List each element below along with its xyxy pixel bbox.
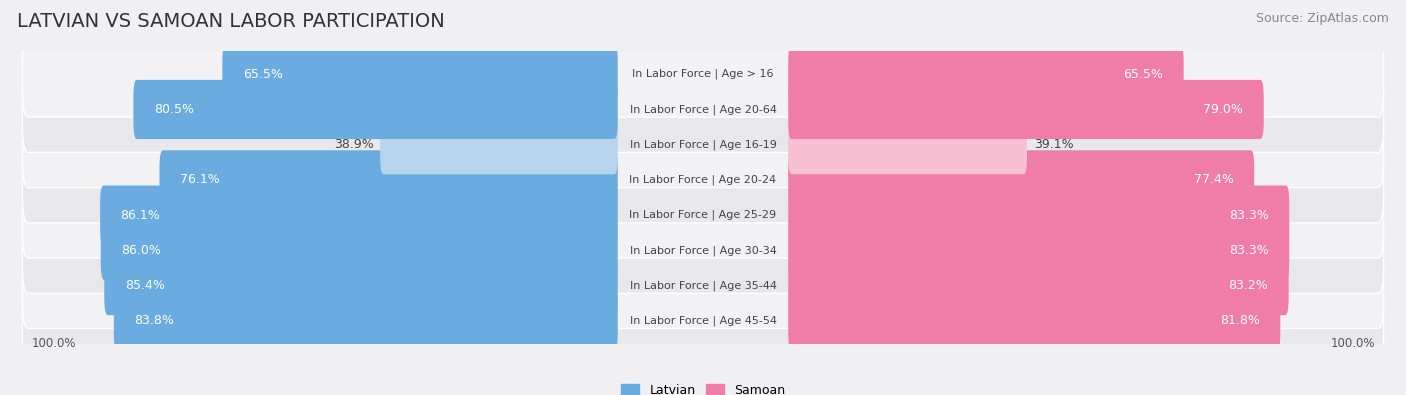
Text: 80.5%: 80.5% xyxy=(153,103,194,116)
Text: 81.8%: 81.8% xyxy=(1220,314,1260,327)
Text: 100.0%: 100.0% xyxy=(1330,337,1375,350)
FancyBboxPatch shape xyxy=(159,150,617,209)
FancyBboxPatch shape xyxy=(789,115,1026,174)
FancyBboxPatch shape xyxy=(22,172,1384,258)
Text: 77.4%: 77.4% xyxy=(1194,173,1234,186)
FancyBboxPatch shape xyxy=(222,45,617,104)
Text: 100.0%: 100.0% xyxy=(31,337,76,350)
Text: LATVIAN VS SAMOAN LABOR PARTICIPATION: LATVIAN VS SAMOAN LABOR PARTICIPATION xyxy=(17,12,444,31)
FancyBboxPatch shape xyxy=(22,243,1384,329)
FancyBboxPatch shape xyxy=(22,278,1384,364)
FancyBboxPatch shape xyxy=(789,80,1264,139)
Text: 83.3%: 83.3% xyxy=(1229,209,1268,222)
FancyBboxPatch shape xyxy=(22,137,1384,223)
FancyBboxPatch shape xyxy=(22,207,1384,293)
Text: 86.0%: 86.0% xyxy=(121,244,162,257)
Text: In Labor Force | Age 45-54: In Labor Force | Age 45-54 xyxy=(630,316,776,326)
Text: 65.5%: 65.5% xyxy=(1123,68,1163,81)
FancyBboxPatch shape xyxy=(114,291,617,350)
FancyBboxPatch shape xyxy=(104,256,617,315)
Text: In Labor Force | Age 16-19: In Labor Force | Age 16-19 xyxy=(630,139,776,150)
Text: 76.1%: 76.1% xyxy=(180,173,219,186)
Text: In Labor Force | Age 20-64: In Labor Force | Age 20-64 xyxy=(630,104,776,115)
FancyBboxPatch shape xyxy=(789,291,1281,350)
Text: 83.2%: 83.2% xyxy=(1229,279,1268,292)
Text: In Labor Force | Age > 16: In Labor Force | Age > 16 xyxy=(633,69,773,79)
FancyBboxPatch shape xyxy=(101,221,617,280)
FancyBboxPatch shape xyxy=(789,150,1254,209)
Text: 86.1%: 86.1% xyxy=(121,209,160,222)
Legend: Latvian, Samoan: Latvian, Samoan xyxy=(616,379,790,395)
Text: 83.3%: 83.3% xyxy=(1229,244,1268,257)
Text: 39.1%: 39.1% xyxy=(1033,138,1073,151)
FancyBboxPatch shape xyxy=(789,45,1184,104)
FancyBboxPatch shape xyxy=(100,186,617,245)
Text: In Labor Force | Age 30-34: In Labor Force | Age 30-34 xyxy=(630,245,776,256)
Text: 85.4%: 85.4% xyxy=(125,279,165,292)
Text: In Labor Force | Age 20-24: In Labor Force | Age 20-24 xyxy=(630,175,776,185)
Text: In Labor Force | Age 35-44: In Labor Force | Age 35-44 xyxy=(630,280,776,291)
Text: In Labor Force | Age 25-29: In Labor Force | Age 25-29 xyxy=(630,210,776,220)
Text: 38.9%: 38.9% xyxy=(333,138,374,151)
FancyBboxPatch shape xyxy=(22,31,1384,117)
Text: 65.5%: 65.5% xyxy=(243,68,283,81)
FancyBboxPatch shape xyxy=(134,80,617,139)
Text: 83.8%: 83.8% xyxy=(134,314,174,327)
FancyBboxPatch shape xyxy=(22,66,1384,152)
FancyBboxPatch shape xyxy=(789,186,1289,245)
FancyBboxPatch shape xyxy=(380,115,617,174)
FancyBboxPatch shape xyxy=(789,221,1289,280)
Text: 79.0%: 79.0% xyxy=(1204,103,1243,116)
FancyBboxPatch shape xyxy=(22,102,1384,188)
FancyBboxPatch shape xyxy=(789,256,1289,315)
Text: Source: ZipAtlas.com: Source: ZipAtlas.com xyxy=(1256,12,1389,25)
